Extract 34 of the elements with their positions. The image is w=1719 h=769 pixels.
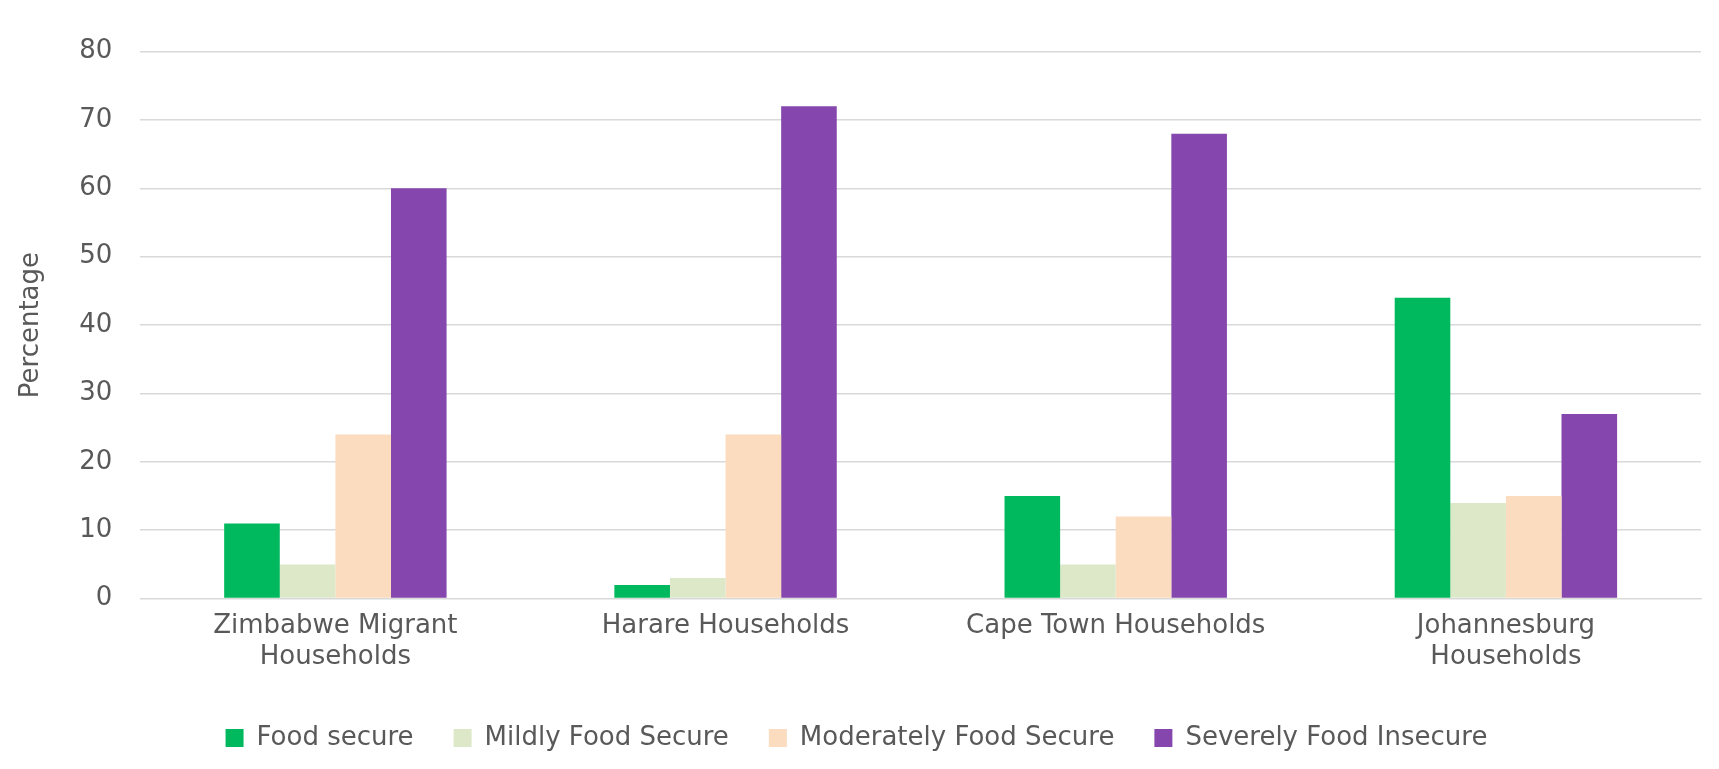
bar [1060, 564, 1116, 598]
y-tick-label: 0 [95, 581, 113, 612]
bar [1394, 297, 1451, 598]
y-tick-label: 30 [79, 376, 113, 407]
bar [335, 434, 391, 598]
y-tick-label: 50 [79, 239, 113, 270]
x-tick-label: Cape Town Households [966, 608, 1266, 639]
y-tick-label: 10 [79, 512, 113, 543]
x-tick-label: Harare Households [601, 608, 850, 639]
legend-label: Moderately Food Secure [799, 720, 1115, 751]
bar [1505, 496, 1562, 598]
bar [1115, 516, 1172, 598]
bar [279, 564, 336, 598]
bar [669, 578, 726, 598]
legend-label: Food secure [256, 720, 414, 751]
bar [390, 188, 447, 598]
bar [781, 106, 837, 598]
bar [1561, 413, 1618, 598]
legend-label: Mildly Food Secure [484, 720, 729, 751]
bar [1171, 133, 1227, 598]
x-tick-label: Zimbabwe Migrant Households [213, 608, 458, 671]
x-tick-label: Johannesburg Households [1414, 608, 1596, 671]
y-tick-label: 40 [79, 307, 113, 338]
bar [614, 584, 670, 598]
bar [1450, 502, 1506, 598]
y-tick-label: 20 [79, 444, 113, 475]
y-axis-title: Percentage [14, 251, 45, 399]
y-tick-label: 70 [79, 102, 113, 133]
bar [1004, 496, 1061, 598]
y-tick-label: 80 [79, 34, 113, 65]
legend-label: Severely Food Insecure [1185, 720, 1488, 751]
y-tick-label: 60 [79, 171, 113, 202]
bar [725, 434, 782, 598]
bar [224, 523, 280, 598]
